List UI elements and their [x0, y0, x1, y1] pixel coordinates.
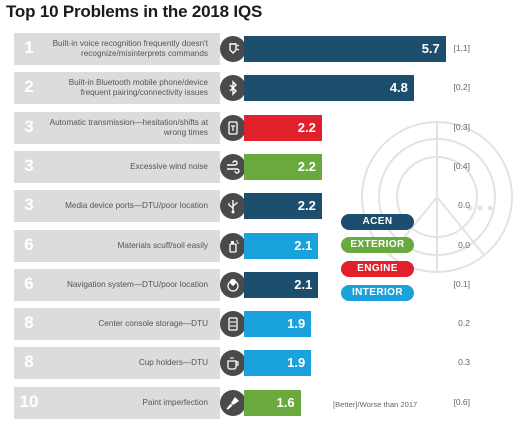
table-row: 10 Paint imperfection 1.6 [0.6] [14, 386, 474, 419]
wind-icon [220, 153, 246, 180]
value-label: 2.1 [294, 276, 313, 292]
bluetooth-icon [220, 75, 246, 102]
rank-label: 3 [24, 195, 34, 215]
change-label: [1.1] [453, 43, 470, 53]
value-label: 1.9 [287, 355, 306, 371]
table-row: 2 Built-in Bluetooth mobile phone/device … [14, 72, 474, 105]
category-label: Media device ports—DTU/poor location [65, 201, 208, 211]
bar [244, 271, 319, 298]
category-label: Excessive wind noise [130, 161, 208, 171]
row-background [14, 150, 220, 183]
change-label: [0.6] [453, 396, 470, 407]
console-icon [220, 311, 246, 338]
change-label: 0.3 [458, 357, 470, 368]
row-background [14, 190, 220, 223]
row-background [14, 386, 220, 419]
category-label: Cup holders—DTU [138, 358, 208, 368]
row-background [14, 72, 220, 105]
rank-label: 8 [24, 313, 34, 333]
table-row: 3 Automatic transmission—hesitation/shift… [14, 111, 474, 144]
change-label: [0.1] [453, 278, 470, 289]
bar [244, 311, 312, 338]
navigation-icon [220, 271, 246, 298]
rank-label: 3 [24, 116, 34, 136]
legend-engine: ENGINE [341, 261, 414, 277]
value-label: 2.1 [294, 237, 313, 253]
row-background [14, 229, 220, 262]
change-label: [0.2] [453, 82, 470, 93]
bar [244, 153, 322, 180]
rank-label: 1 [24, 38, 34, 57]
table-row: 6 Navigation system—DTU/poor location 2.1 [… [14, 268, 474, 301]
legend-interior: INTERIOR [341, 285, 414, 301]
value-label: 1.6 [276, 394, 295, 410]
table-row: 3 Excessive wind noise 2.2 [0.4] [14, 150, 474, 183]
table-row: 8 Center console storage—DTU 1.9 0.2 [14, 308, 474, 341]
rank-label: 3 [24, 155, 34, 175]
change-label: 0.2 [458, 318, 470, 329]
transmission-icon [220, 114, 246, 141]
legend-exterior: EXTERIOR [341, 237, 414, 253]
chart-title: Top 10 Problems in the 2018 IQS [6, 2, 263, 21]
rank-label: 8 [24, 352, 34, 372]
table-row: 8 Cup holders—DTU 1.9 0.3 [14, 347, 474, 380]
category-label: Built-in Bluetooth mobile phone/device f… [68, 78, 208, 98]
spray-icon [220, 232, 246, 259]
voice-icon [220, 36, 246, 62]
value-label: 5.7 [421, 41, 440, 56]
category-label: Center console storage—DTU [98, 319, 208, 329]
paintbrush-icon [220, 389, 246, 416]
bar [244, 232, 319, 259]
category-label: Materials scuff/soil easily [117, 240, 208, 250]
table-row: 6 Materials scuff/soil easily 2.1 0.0 [14, 229, 474, 262]
value-label: 1.9 [287, 316, 306, 332]
row-background [14, 33, 220, 65]
value-label: 2.2 [297, 158, 316, 174]
legend-acen: ACEN [341, 214, 414, 230]
bar [244, 114, 322, 141]
cup-icon [220, 350, 246, 377]
row-background [14, 347, 220, 380]
rank-label: 6 [24, 234, 34, 254]
row-background [14, 268, 220, 301]
usb-icon [220, 193, 246, 220]
value-label: 2.2 [297, 119, 316, 135]
bar [244, 75, 414, 102]
category-label: Automatic transmission—hesitation/shifts… [49, 117, 208, 137]
footnote: [Better]/Worse than 2017 [333, 400, 418, 409]
change-label: [0.3] [453, 121, 470, 132]
table-row: 3 Media device ports—DTU/poor location 2.2… [14, 190, 474, 223]
change-label: [0.4] [453, 160, 470, 171]
bar [244, 193, 322, 220]
rank-label: 2 [24, 77, 34, 97]
rank-label: 6 [24, 273, 34, 293]
bar [244, 36, 446, 62]
category-label: Navigation system—DTU/poor location [66, 279, 208, 289]
change-label: 0.0 [458, 200, 470, 211]
change-label: 0.0 [458, 239, 470, 250]
value-label: 4.8 [389, 80, 408, 96]
bar [244, 350, 312, 377]
row-background [14, 308, 220, 341]
row-background [14, 111, 220, 144]
category-label: Paint imperfection [142, 397, 208, 407]
rank-label: 10 [19, 391, 39, 411]
category-label: Built-in voice recognition frequently do… [52, 39, 208, 58]
bar [244, 389, 301, 416]
value-label: 2.2 [297, 198, 316, 214]
table-row: 1 Built-in voice recognition frequently d… [14, 33, 474, 65]
